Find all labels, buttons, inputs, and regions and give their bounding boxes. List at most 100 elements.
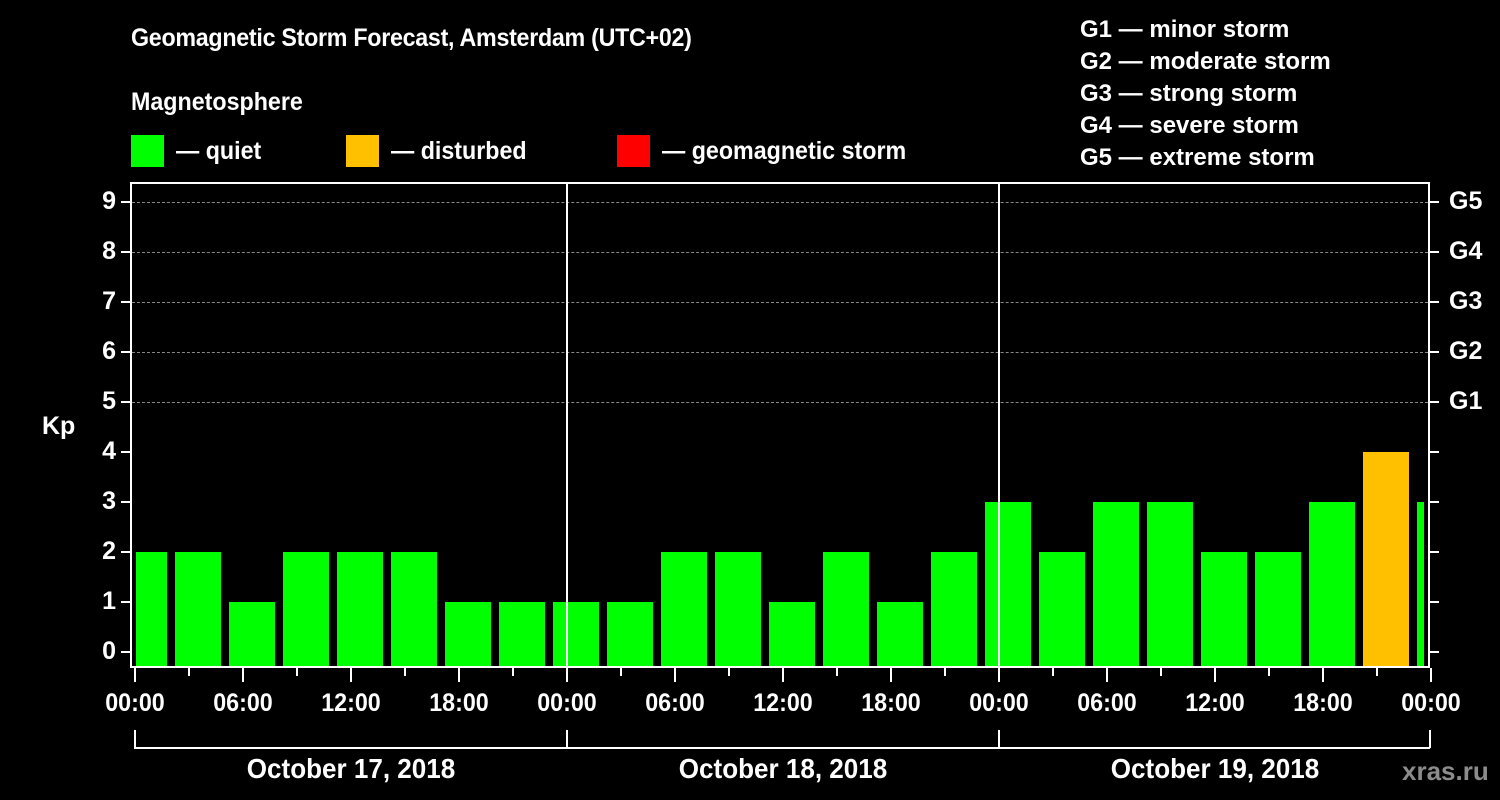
- x-tick-label: 18:00: [429, 689, 489, 717]
- date-bracket-line: [134, 747, 1430, 749]
- kp-bar: [337, 552, 383, 666]
- x-tick-label: 06:00: [1077, 689, 1137, 717]
- y-tick-label: 8: [102, 237, 116, 265]
- y-axis-label: Kp: [42, 412, 76, 440]
- legend-label-quiet: — quiet: [176, 136, 262, 165]
- y-tick-label: 2: [102, 537, 116, 565]
- g-scale-label: G4: [1449, 237, 1483, 265]
- kp-bar: [1093, 502, 1139, 666]
- day-divider: [566, 182, 568, 668]
- y-tick-left: [121, 201, 130, 203]
- kp-bar: [1201, 552, 1247, 666]
- x-tick-major: [782, 668, 784, 682]
- chart-title: Geomagnetic Storm Forecast, Amsterdam (U…: [131, 24, 692, 52]
- date-label: October 18, 2018: [678, 753, 888, 784]
- legend-label-disturbed: — disturbed: [391, 136, 527, 165]
- x-tick-major: [242, 668, 244, 682]
- y-tick-right: [1430, 301, 1439, 303]
- x-tick-label: 06:00: [645, 689, 705, 717]
- x-tick-label: 18:00: [861, 689, 921, 717]
- x-tick-minor: [620, 668, 622, 676]
- kp-bar: [229, 602, 275, 666]
- legend-item-storm: — geomagnetic storm: [617, 135, 925, 167]
- x-tick-minor: [512, 668, 514, 676]
- storm-scale-legend: G1 — minor storm G2 — moderate storm G3 …: [1080, 14, 1331, 174]
- y-tick-right: [1430, 351, 1439, 353]
- gridline-kp-6: [132, 352, 1428, 353]
- x-tick-major: [458, 668, 460, 682]
- y-tick-right: [1430, 201, 1439, 203]
- kp-bar: [769, 602, 815, 666]
- storm-scale-g1: G1 — minor storm: [1080, 16, 1290, 43]
- y-tick-left: [121, 451, 130, 453]
- g-scale-label: G5: [1449, 187, 1483, 215]
- x-tick-minor: [1376, 668, 1378, 676]
- date-bracket-tick: [566, 730, 568, 748]
- y-tick-label: 5: [102, 387, 116, 415]
- date-bracket-tick: [1429, 730, 1431, 748]
- x-tick-minor: [1052, 668, 1054, 676]
- legend-item-quiet: — quiet: [131, 135, 268, 167]
- storm-scale-g2: G2 — moderate storm: [1080, 48, 1331, 75]
- legend-heading: Magnetosphere: [131, 88, 303, 116]
- y-tick-label: 0: [102, 637, 116, 665]
- x-tick-label: 12:00: [321, 689, 381, 717]
- y-tick-right: [1430, 601, 1439, 603]
- kp-bar: [931, 552, 977, 666]
- x-tick-label: 00:00: [1401, 689, 1461, 717]
- y-tick-left: [121, 601, 130, 603]
- disturbed-swatch: [346, 135, 379, 167]
- y-tick-label: 7: [102, 287, 116, 315]
- x-tick-minor: [836, 668, 838, 676]
- x-tick-minor: [1268, 668, 1270, 676]
- y-tick-left: [121, 301, 130, 303]
- x-tick-label: 18:00: [1293, 689, 1353, 717]
- x-tick-major: [1106, 668, 1108, 682]
- y-tick-label: 3: [102, 487, 116, 515]
- x-tick-major: [1322, 668, 1324, 682]
- x-tick-major: [350, 668, 352, 682]
- kp-bar: [1255, 552, 1301, 666]
- g-scale-label: G2: [1449, 337, 1483, 365]
- g-scale-label: G3: [1449, 287, 1483, 315]
- kp-bar: [1363, 452, 1409, 666]
- storm-scale-g3: G3 — strong storm: [1080, 80, 1298, 107]
- kp-bar: [136, 552, 167, 666]
- y-tick-left: [121, 351, 130, 353]
- kp-bar: [823, 552, 869, 666]
- credit-text: xras.ru: [1402, 756, 1489, 786]
- x-tick-label: 00:00: [105, 689, 165, 717]
- quiet-swatch: [131, 135, 164, 167]
- y-tick-left: [121, 651, 130, 653]
- kp-bar: [715, 552, 761, 666]
- kp-bar: [175, 552, 221, 666]
- y-tick-right: [1430, 451, 1439, 453]
- x-tick-minor: [188, 668, 190, 676]
- x-tick-minor: [728, 668, 730, 676]
- date-bracket-tick: [998, 730, 1000, 748]
- x-tick-major: [674, 668, 676, 682]
- date-bracket-tick: [134, 730, 136, 748]
- x-tick-major: [890, 668, 892, 682]
- y-tick-label: 6: [102, 337, 116, 365]
- x-tick-major: [998, 668, 1000, 682]
- y-tick-right: [1430, 551, 1439, 553]
- x-tick-minor: [1160, 668, 1162, 676]
- legend-item-disturbed: — disturbed: [346, 135, 537, 167]
- date-label: October 17, 2018: [246, 753, 456, 784]
- kp-bar: [985, 502, 1031, 666]
- storm-scale-g5: G5 — extreme storm: [1080, 144, 1315, 171]
- storm-swatch: [617, 135, 650, 167]
- x-tick-major: [566, 668, 568, 682]
- y-tick-right: [1430, 251, 1439, 253]
- plot-frame: [130, 182, 1430, 668]
- kp-bar: [1039, 552, 1085, 666]
- g-scale-label: G1: [1449, 387, 1483, 415]
- y-tick-label: 4: [102, 437, 116, 465]
- x-tick-label: 06:00: [213, 689, 273, 717]
- x-tick-label: 00:00: [537, 689, 597, 717]
- x-tick-major: [1430, 668, 1432, 682]
- kp-bar: [499, 602, 545, 666]
- kp-bar: [553, 602, 599, 666]
- x-tick-minor: [944, 668, 946, 676]
